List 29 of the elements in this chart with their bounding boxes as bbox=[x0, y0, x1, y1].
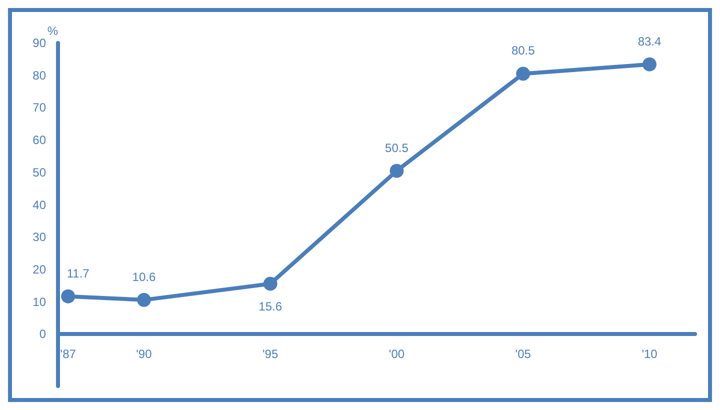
x-tick-label: '90 bbox=[136, 347, 152, 361]
point bbox=[263, 276, 278, 291]
point bbox=[516, 66, 530, 81]
data-label: 11.7 bbox=[66, 266, 90, 280]
y-tick-label: 30 bbox=[32, 230, 46, 244]
y-tick-label: 10 bbox=[32, 294, 46, 309]
y-tick-label: 40 bbox=[32, 198, 46, 212]
y-tick-label: 20 bbox=[32, 262, 46, 277]
y-axis-title: % bbox=[47, 24, 58, 38]
data-label: 10.6 bbox=[132, 270, 156, 284]
y-tick-label: 90 bbox=[32, 36, 46, 50]
x-tick-label: '00 bbox=[388, 347, 405, 361]
point bbox=[136, 292, 151, 307]
point bbox=[61, 289, 76, 304]
y-tick-label: 60 bbox=[32, 133, 46, 148]
data-label: 83.4 bbox=[638, 34, 662, 48]
point bbox=[642, 57, 656, 72]
point bbox=[390, 164, 404, 178]
x-tick-label: '05 bbox=[515, 347, 532, 361]
y-tick-label: 0 bbox=[39, 327, 46, 342]
data-label: 15.6 bbox=[258, 300, 282, 314]
data-label: 80.5 bbox=[511, 44, 536, 58]
y-tick-label: 80 bbox=[32, 68, 46, 82]
x-tick-label: '87 bbox=[60, 347, 76, 361]
x-tick-label: '95 bbox=[262, 347, 278, 361]
data-label: 50.5 bbox=[385, 140, 409, 155]
y-tick-label: 50 bbox=[32, 165, 46, 180]
y-tick-label: 70 bbox=[32, 100, 46, 115]
x-tick-label: '10 bbox=[642, 347, 658, 361]
